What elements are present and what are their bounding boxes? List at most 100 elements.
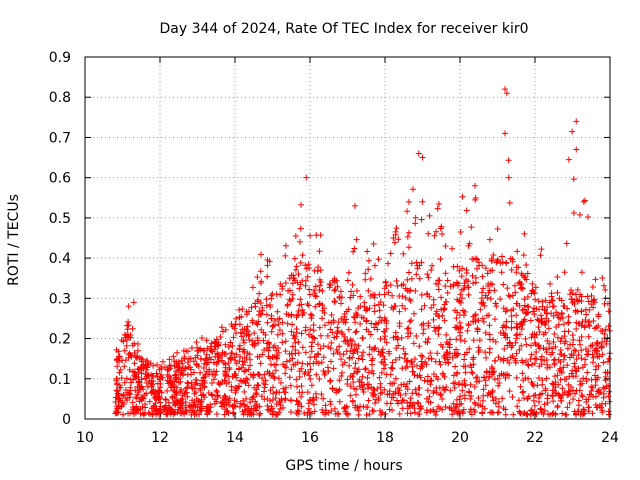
data-point [292, 232, 299, 239]
data-point [191, 390, 198, 397]
data-point [600, 394, 607, 401]
data-point [226, 401, 233, 408]
data-point [312, 390, 319, 397]
data-point [121, 347, 128, 354]
data-point [239, 397, 246, 404]
data-point [395, 236, 402, 243]
data-point [470, 406, 477, 413]
data-point [404, 208, 411, 215]
data-point [431, 232, 438, 239]
data-point [575, 365, 582, 372]
data-point [120, 411, 127, 418]
data-point [132, 387, 139, 394]
data-point [145, 409, 152, 416]
data-point [520, 395, 527, 402]
data-point [457, 337, 464, 344]
data-point [374, 385, 381, 392]
data-point [144, 358, 151, 365]
data-point [487, 409, 494, 416]
data-point [310, 322, 317, 329]
data-point [298, 365, 305, 372]
data-point [377, 380, 384, 387]
data-point [280, 385, 287, 392]
data-point [561, 269, 568, 276]
data-point [406, 403, 413, 410]
data-point [166, 378, 173, 385]
data-point [208, 356, 215, 363]
data-point [115, 391, 122, 398]
data-point [523, 358, 530, 365]
data-point [347, 372, 354, 379]
data-point [542, 297, 549, 304]
data-point [164, 387, 171, 394]
data-point [213, 387, 220, 394]
data-point [474, 328, 481, 335]
data-point [374, 326, 381, 333]
data-point [364, 374, 371, 381]
data-point [317, 232, 324, 239]
data-point [193, 362, 200, 369]
data-point [513, 335, 520, 342]
data-point [437, 391, 444, 398]
data-point [568, 287, 575, 294]
data-point [293, 397, 300, 404]
data-point [427, 399, 434, 406]
data-point [577, 381, 584, 388]
data-point [387, 250, 394, 257]
data-point [299, 252, 306, 259]
data-point [365, 257, 372, 264]
data-point [270, 344, 277, 351]
data-point [360, 315, 367, 322]
data-point [255, 382, 262, 389]
data-point [377, 407, 384, 414]
data-point [523, 262, 530, 269]
data-point [482, 265, 489, 272]
data-point [535, 395, 542, 402]
data-point [433, 228, 440, 235]
data-point [528, 379, 535, 386]
data-point [504, 357, 511, 364]
data-point [317, 332, 324, 339]
data-point [544, 395, 551, 402]
data-point [519, 285, 526, 292]
data-point [592, 393, 599, 400]
data-point [223, 380, 230, 387]
data-point [365, 328, 372, 335]
data-point [578, 293, 585, 300]
data-point [582, 356, 589, 363]
data-point [419, 361, 426, 368]
data-point [225, 410, 232, 417]
data-point [472, 401, 479, 408]
data-point [443, 331, 450, 338]
data-point [297, 259, 304, 266]
data-point [247, 409, 254, 416]
data-point [222, 341, 229, 348]
data-point [396, 320, 403, 327]
data-point [391, 302, 398, 309]
data-point [590, 354, 597, 361]
data-point [153, 370, 160, 377]
data-point [433, 280, 440, 287]
data-point [302, 262, 309, 269]
data-point [210, 376, 217, 383]
data-point [142, 401, 149, 408]
data-point [228, 383, 235, 390]
data-point [353, 236, 360, 243]
data-point [564, 404, 571, 411]
data-point [480, 318, 487, 325]
data-point [302, 277, 309, 284]
data-point [272, 394, 279, 401]
data-point [236, 321, 243, 328]
data-point [198, 392, 205, 399]
data-point [541, 401, 548, 408]
data-point [457, 332, 464, 339]
data-point [412, 386, 419, 393]
data-point [570, 209, 577, 216]
data-point [499, 395, 506, 402]
data-point [297, 296, 304, 303]
data-point [238, 378, 245, 385]
data-point [583, 378, 590, 385]
data-point [350, 370, 357, 377]
data-point [338, 372, 345, 379]
data-point [399, 405, 406, 412]
